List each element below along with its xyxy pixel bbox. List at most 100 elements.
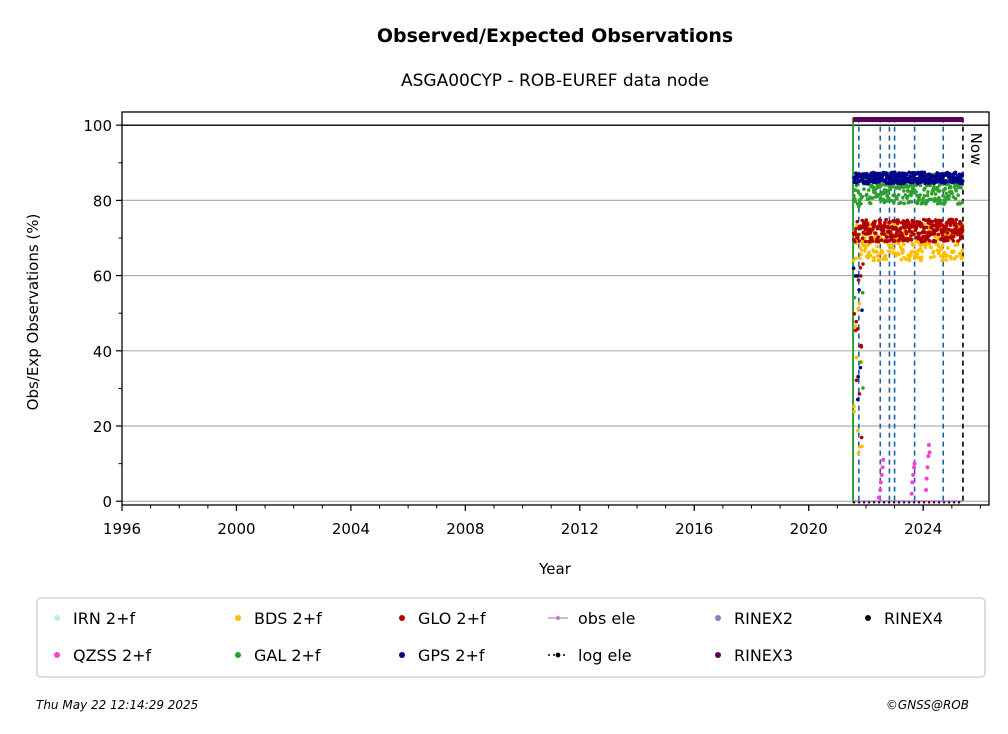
point: [864, 218, 868, 222]
legend: IRN 2+f BDS 2+f GLO 2+f obs ele RINEX2 RINEX4…: [36, 597, 986, 678]
legend-item-obs-ele: obs ele: [548, 609, 636, 628]
legend-marker-dot: [235, 652, 241, 658]
y-tick-label-60: 60: [93, 268, 112, 286]
point: [909, 491, 914, 496]
point: [885, 193, 890, 197]
point: [922, 170, 927, 175]
point: [949, 257, 953, 261]
point: [858, 266, 863, 270]
point: [882, 228, 886, 233]
point: [856, 397, 860, 402]
x-tick-label-2000: 2000: [217, 520, 255, 538]
point: [911, 472, 916, 477]
point: [857, 288, 861, 292]
point: [856, 428, 860, 433]
point: [924, 225, 929, 230]
point: [893, 239, 897, 243]
point: [939, 218, 944, 223]
point: [938, 201, 943, 206]
legend-item-bds-2-f: BDS 2+f: [235, 609, 322, 628]
point: [876, 235, 880, 240]
point: [932, 231, 937, 236]
point: [865, 197, 870, 202]
point: [855, 236, 860, 240]
point: [883, 253, 888, 258]
legend-marker-dot: [715, 652, 721, 658]
point: [854, 227, 858, 231]
point: [905, 195, 910, 199]
point: [902, 201, 906, 206]
point: [936, 232, 941, 237]
point: [901, 249, 905, 254]
x-tick-label-2012: 2012: [561, 520, 599, 538]
point: [856, 278, 861, 282]
grid-lines: [122, 124, 989, 502]
point: [890, 184, 895, 189]
point: [912, 243, 916, 247]
y-axis-label: Obs/Exp Observations (%): [24, 214, 42, 411]
point: [914, 226, 919, 231]
point: [953, 196, 958, 201]
point: [914, 190, 918, 194]
point: [917, 235, 921, 239]
point: [880, 182, 885, 187]
point: [857, 205, 861, 209]
legend-item-qzss-2-f: QZSS 2+f: [54, 646, 152, 665]
point: [909, 233, 913, 238]
point: [865, 192, 869, 197]
point: [899, 257, 904, 262]
point: [960, 255, 964, 260]
point: [934, 198, 939, 203]
point: [874, 231, 878, 236]
point: [944, 180, 949, 184]
series-bds-2-f: [851, 221, 965, 456]
point: [933, 192, 938, 196]
y-tick-label-40: 40: [93, 343, 112, 361]
point: [853, 230, 858, 235]
point: [896, 220, 901, 224]
point: [897, 186, 902, 191]
point: [858, 360, 862, 365]
point: [959, 185, 963, 190]
point: [873, 190, 877, 195]
point: [923, 243, 928, 248]
point: [910, 480, 915, 485]
point: [860, 308, 864, 312]
point: [960, 228, 965, 233]
point: [917, 231, 922, 236]
point: [852, 194, 856, 198]
legend-item-log-ele: log ele: [548, 646, 632, 665]
point: [940, 243, 945, 248]
point: [912, 465, 917, 470]
x-tick-label-2008: 2008: [446, 520, 484, 538]
legend-marker-dot: [555, 615, 561, 621]
point: [862, 187, 866, 191]
point: [925, 465, 930, 470]
point: [859, 435, 864, 440]
point: [912, 256, 917, 261]
point: [892, 199, 896, 203]
legend-item-glo-2-f: GLO 2+f: [399, 609, 486, 628]
point: [952, 249, 956, 254]
point: [922, 194, 927, 198]
legend-label: IRN 2+f: [73, 609, 135, 628]
point: [938, 189, 942, 193]
point: [945, 253, 950, 258]
point: [872, 258, 877, 263]
point: [901, 195, 905, 200]
legend-label: obs ele: [578, 609, 636, 628]
legend-marker-dot: [555, 652, 561, 658]
series-glo-2-f: [851, 217, 965, 440]
point: [946, 238, 950, 243]
point: [860, 194, 865, 199]
point: [859, 201, 863, 206]
legend-item-gps-2-f: GPS 2+f: [399, 646, 485, 665]
point: [947, 172, 952, 176]
point: [907, 258, 912, 262]
point: [944, 224, 949, 228]
footer-timestamp: Thu May 22 12:14:29 2025: [36, 698, 198, 712]
point: [940, 232, 945, 237]
point: [947, 193, 951, 198]
legend-label: GPS 2+f: [418, 646, 485, 665]
point: [852, 295, 857, 300]
